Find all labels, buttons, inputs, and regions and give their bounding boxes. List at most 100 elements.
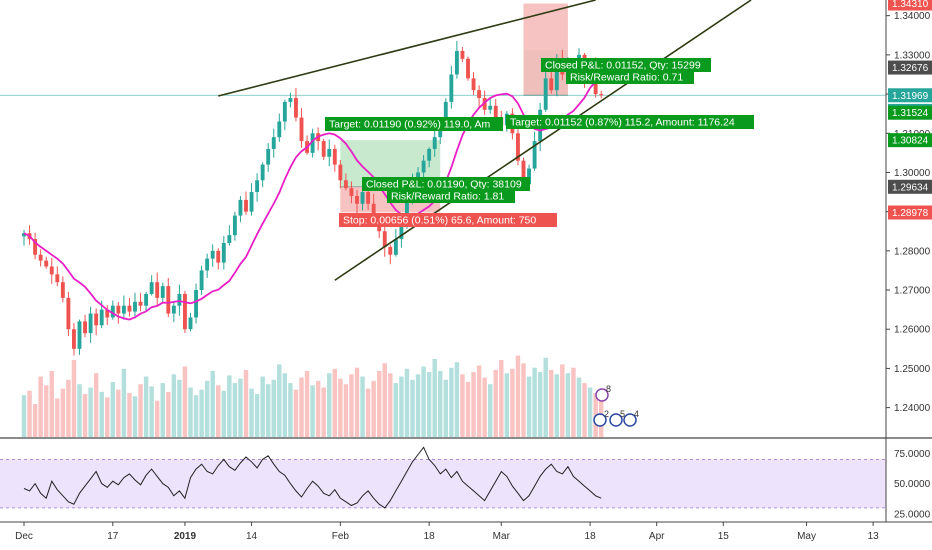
candle-body xyxy=(432,137,437,149)
price-badge-label-7: 1.29634 xyxy=(892,182,929,193)
candle-body xyxy=(360,192,365,204)
price-tick-label: 1.28000 xyxy=(894,246,931,257)
volume-bar xyxy=(332,368,338,437)
candlesticks xyxy=(22,40,604,356)
candle-body xyxy=(199,270,204,291)
volume-bar xyxy=(399,376,404,437)
volume-bar xyxy=(293,389,299,437)
volume-bar xyxy=(193,395,199,437)
candle-body xyxy=(116,305,121,314)
candle-body xyxy=(83,321,87,334)
annotation-box-5 xyxy=(541,58,711,72)
event-label-3: 5 xyxy=(620,409,625,419)
candle-body xyxy=(554,58,559,91)
price-tick-label: 1.25000 xyxy=(894,364,931,375)
candle-body xyxy=(393,239,398,255)
annotation-label-4: Stop: 0.00656 (0.51%) 65.6, Amount: 750 xyxy=(343,215,536,227)
volume-bar xyxy=(154,400,160,437)
candle-body xyxy=(216,250,221,263)
volume-bar xyxy=(554,374,560,437)
volume-bar xyxy=(116,389,121,437)
volume-bar xyxy=(199,389,204,437)
price-badge-label-3: 1.31969 xyxy=(892,91,929,102)
volume-bar xyxy=(449,367,454,437)
volume-bar xyxy=(560,364,565,437)
candle-body xyxy=(210,250,215,259)
candle-body xyxy=(521,160,526,185)
candle-body xyxy=(516,133,520,161)
volume-bar xyxy=(110,382,116,437)
price-tick-label: 1.34000 xyxy=(894,11,931,22)
volume-bar xyxy=(221,390,227,437)
candle-body xyxy=(449,74,454,102)
candle-body xyxy=(321,141,326,157)
candle-body xyxy=(460,50,465,59)
volume-bar xyxy=(382,363,387,437)
volume-bar xyxy=(515,355,521,437)
volume-bar xyxy=(282,373,288,437)
volume-bar xyxy=(88,387,93,437)
volume-bar xyxy=(71,360,77,437)
candle-body xyxy=(205,258,210,271)
candle-body xyxy=(121,305,126,314)
volume-bar xyxy=(426,372,432,437)
candle-body xyxy=(310,133,315,153)
volume-bar xyxy=(465,382,471,437)
volume-bar xyxy=(138,384,143,437)
candle-body xyxy=(599,94,604,96)
annotation-box-3 xyxy=(387,189,515,203)
volume-bar xyxy=(582,383,587,437)
time-tick-label: Apr xyxy=(649,531,665,542)
candle-body xyxy=(38,254,43,261)
candle-body xyxy=(138,301,143,306)
rsi-line xyxy=(23,446,602,509)
rsi-tick-label: 25.0000 xyxy=(894,509,931,520)
candle-body xyxy=(22,233,26,237)
volume-bar xyxy=(410,379,415,437)
volume-bar xyxy=(404,368,410,437)
volume-bar xyxy=(127,393,132,437)
time-axis: Dec 17 2019 14 Feb 18 Mar 18 Apr 15 May 13 xyxy=(15,522,879,542)
volume-bar xyxy=(277,364,282,437)
volume-bar xyxy=(443,379,449,437)
annotation-box-6 xyxy=(566,70,694,84)
volume-bar xyxy=(160,383,165,437)
candle-body xyxy=(543,78,548,110)
volume-bar xyxy=(532,367,537,437)
candle-body xyxy=(49,266,54,275)
volume-bar xyxy=(99,391,104,437)
candle-body xyxy=(255,180,260,193)
price-badge-2 xyxy=(888,60,932,75)
volume-bar xyxy=(565,373,571,437)
volume-bar xyxy=(499,360,504,437)
volume-bar xyxy=(371,380,376,437)
candle-body xyxy=(332,148,337,165)
volume-bar xyxy=(354,367,360,437)
volume-bar xyxy=(132,396,138,437)
event-marker-4 xyxy=(623,413,637,427)
event-marker-1 xyxy=(595,388,609,402)
candle-body xyxy=(149,282,154,294)
time-tick-label: Dec xyxy=(15,531,33,542)
candle-body xyxy=(299,117,304,142)
candle-body xyxy=(527,168,531,185)
candle-body xyxy=(399,219,404,240)
volume-bar xyxy=(143,376,149,437)
channel-upper-line xyxy=(218,0,596,97)
time-tick-label: 2019 xyxy=(174,531,197,542)
volume-bar xyxy=(243,369,249,437)
candle-body xyxy=(244,199,248,212)
candle-body xyxy=(277,121,282,138)
candle-body xyxy=(183,293,187,330)
channel-lower-line xyxy=(334,0,752,281)
ma-line xyxy=(23,77,602,321)
candle-body xyxy=(94,313,99,326)
volume-bar xyxy=(315,380,321,437)
volume-bar xyxy=(338,378,343,437)
volume-bar xyxy=(493,369,498,437)
annotation-label-3: Risk/Reward Ratio: 1.81 xyxy=(391,191,504,203)
volume-bar xyxy=(188,387,193,437)
candle-body xyxy=(160,286,165,298)
rsi-band xyxy=(0,459,886,508)
